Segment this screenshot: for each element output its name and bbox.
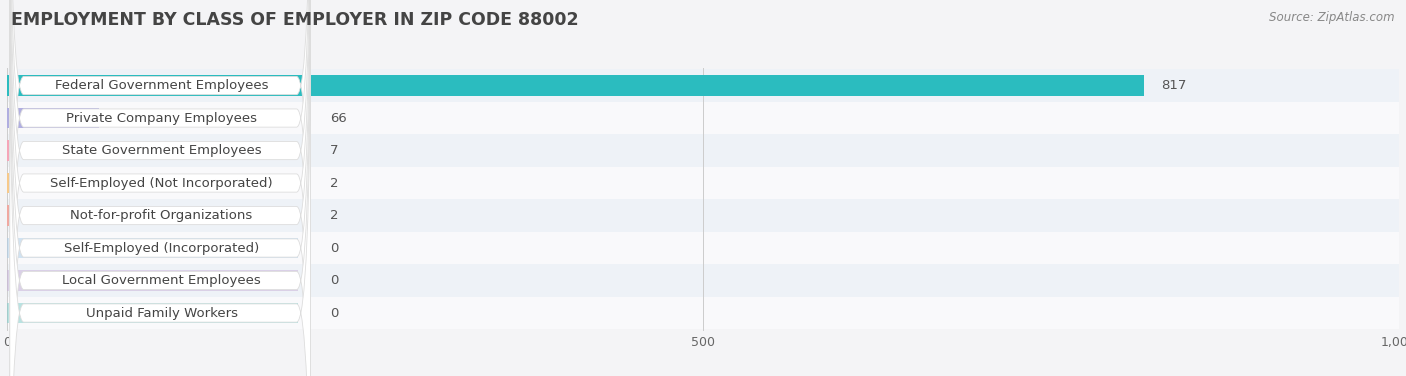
Bar: [7, 167, 1406, 199]
Bar: [7, 238, 298, 258]
Text: Unpaid Family Workers: Unpaid Family Workers: [86, 306, 238, 320]
Text: Source: ZipAtlas.com: Source: ZipAtlas.com: [1270, 11, 1395, 24]
Text: 0: 0: [330, 274, 339, 287]
Bar: [7, 232, 1406, 264]
Text: Not-for-profit Organizations: Not-for-profit Organizations: [70, 209, 253, 222]
Text: 0: 0: [330, 306, 339, 320]
Bar: [7, 76, 1144, 96]
Text: EMPLOYMENT BY CLASS OF EMPLOYER IN ZIP CODE 88002: EMPLOYMENT BY CLASS OF EMPLOYER IN ZIP C…: [11, 11, 579, 29]
FancyBboxPatch shape: [10, 0, 311, 376]
Text: Self-Employed (Not Incorporated): Self-Employed (Not Incorporated): [51, 177, 273, 190]
Text: 2: 2: [330, 209, 339, 222]
Bar: [7, 264, 1406, 297]
Bar: [7, 141, 17, 161]
FancyBboxPatch shape: [10, 0, 311, 376]
Bar: [7, 69, 1406, 102]
Text: 2: 2: [330, 177, 339, 190]
FancyBboxPatch shape: [10, 0, 311, 376]
Bar: [7, 303, 298, 323]
Bar: [7, 102, 1406, 134]
Text: 0: 0: [330, 241, 339, 255]
FancyBboxPatch shape: [10, 0, 311, 376]
Text: 7: 7: [330, 144, 339, 157]
Bar: [7, 134, 1406, 167]
Text: 817: 817: [1161, 79, 1187, 92]
Text: 66: 66: [330, 112, 347, 124]
FancyBboxPatch shape: [10, 0, 311, 376]
FancyBboxPatch shape: [10, 0, 311, 376]
Text: Self-Employed (Incorporated): Self-Employed (Incorporated): [63, 241, 259, 255]
Text: Local Government Employees: Local Government Employees: [62, 274, 262, 287]
Bar: [7, 108, 98, 128]
Bar: [7, 173, 10, 193]
Text: Private Company Employees: Private Company Employees: [66, 112, 257, 124]
Bar: [7, 270, 298, 291]
Text: State Government Employees: State Government Employees: [62, 144, 262, 157]
FancyBboxPatch shape: [10, 0, 311, 376]
Text: Federal Government Employees: Federal Government Employees: [55, 79, 269, 92]
Bar: [7, 297, 1406, 329]
Bar: [7, 199, 1406, 232]
FancyBboxPatch shape: [10, 0, 311, 376]
Bar: [7, 205, 10, 226]
